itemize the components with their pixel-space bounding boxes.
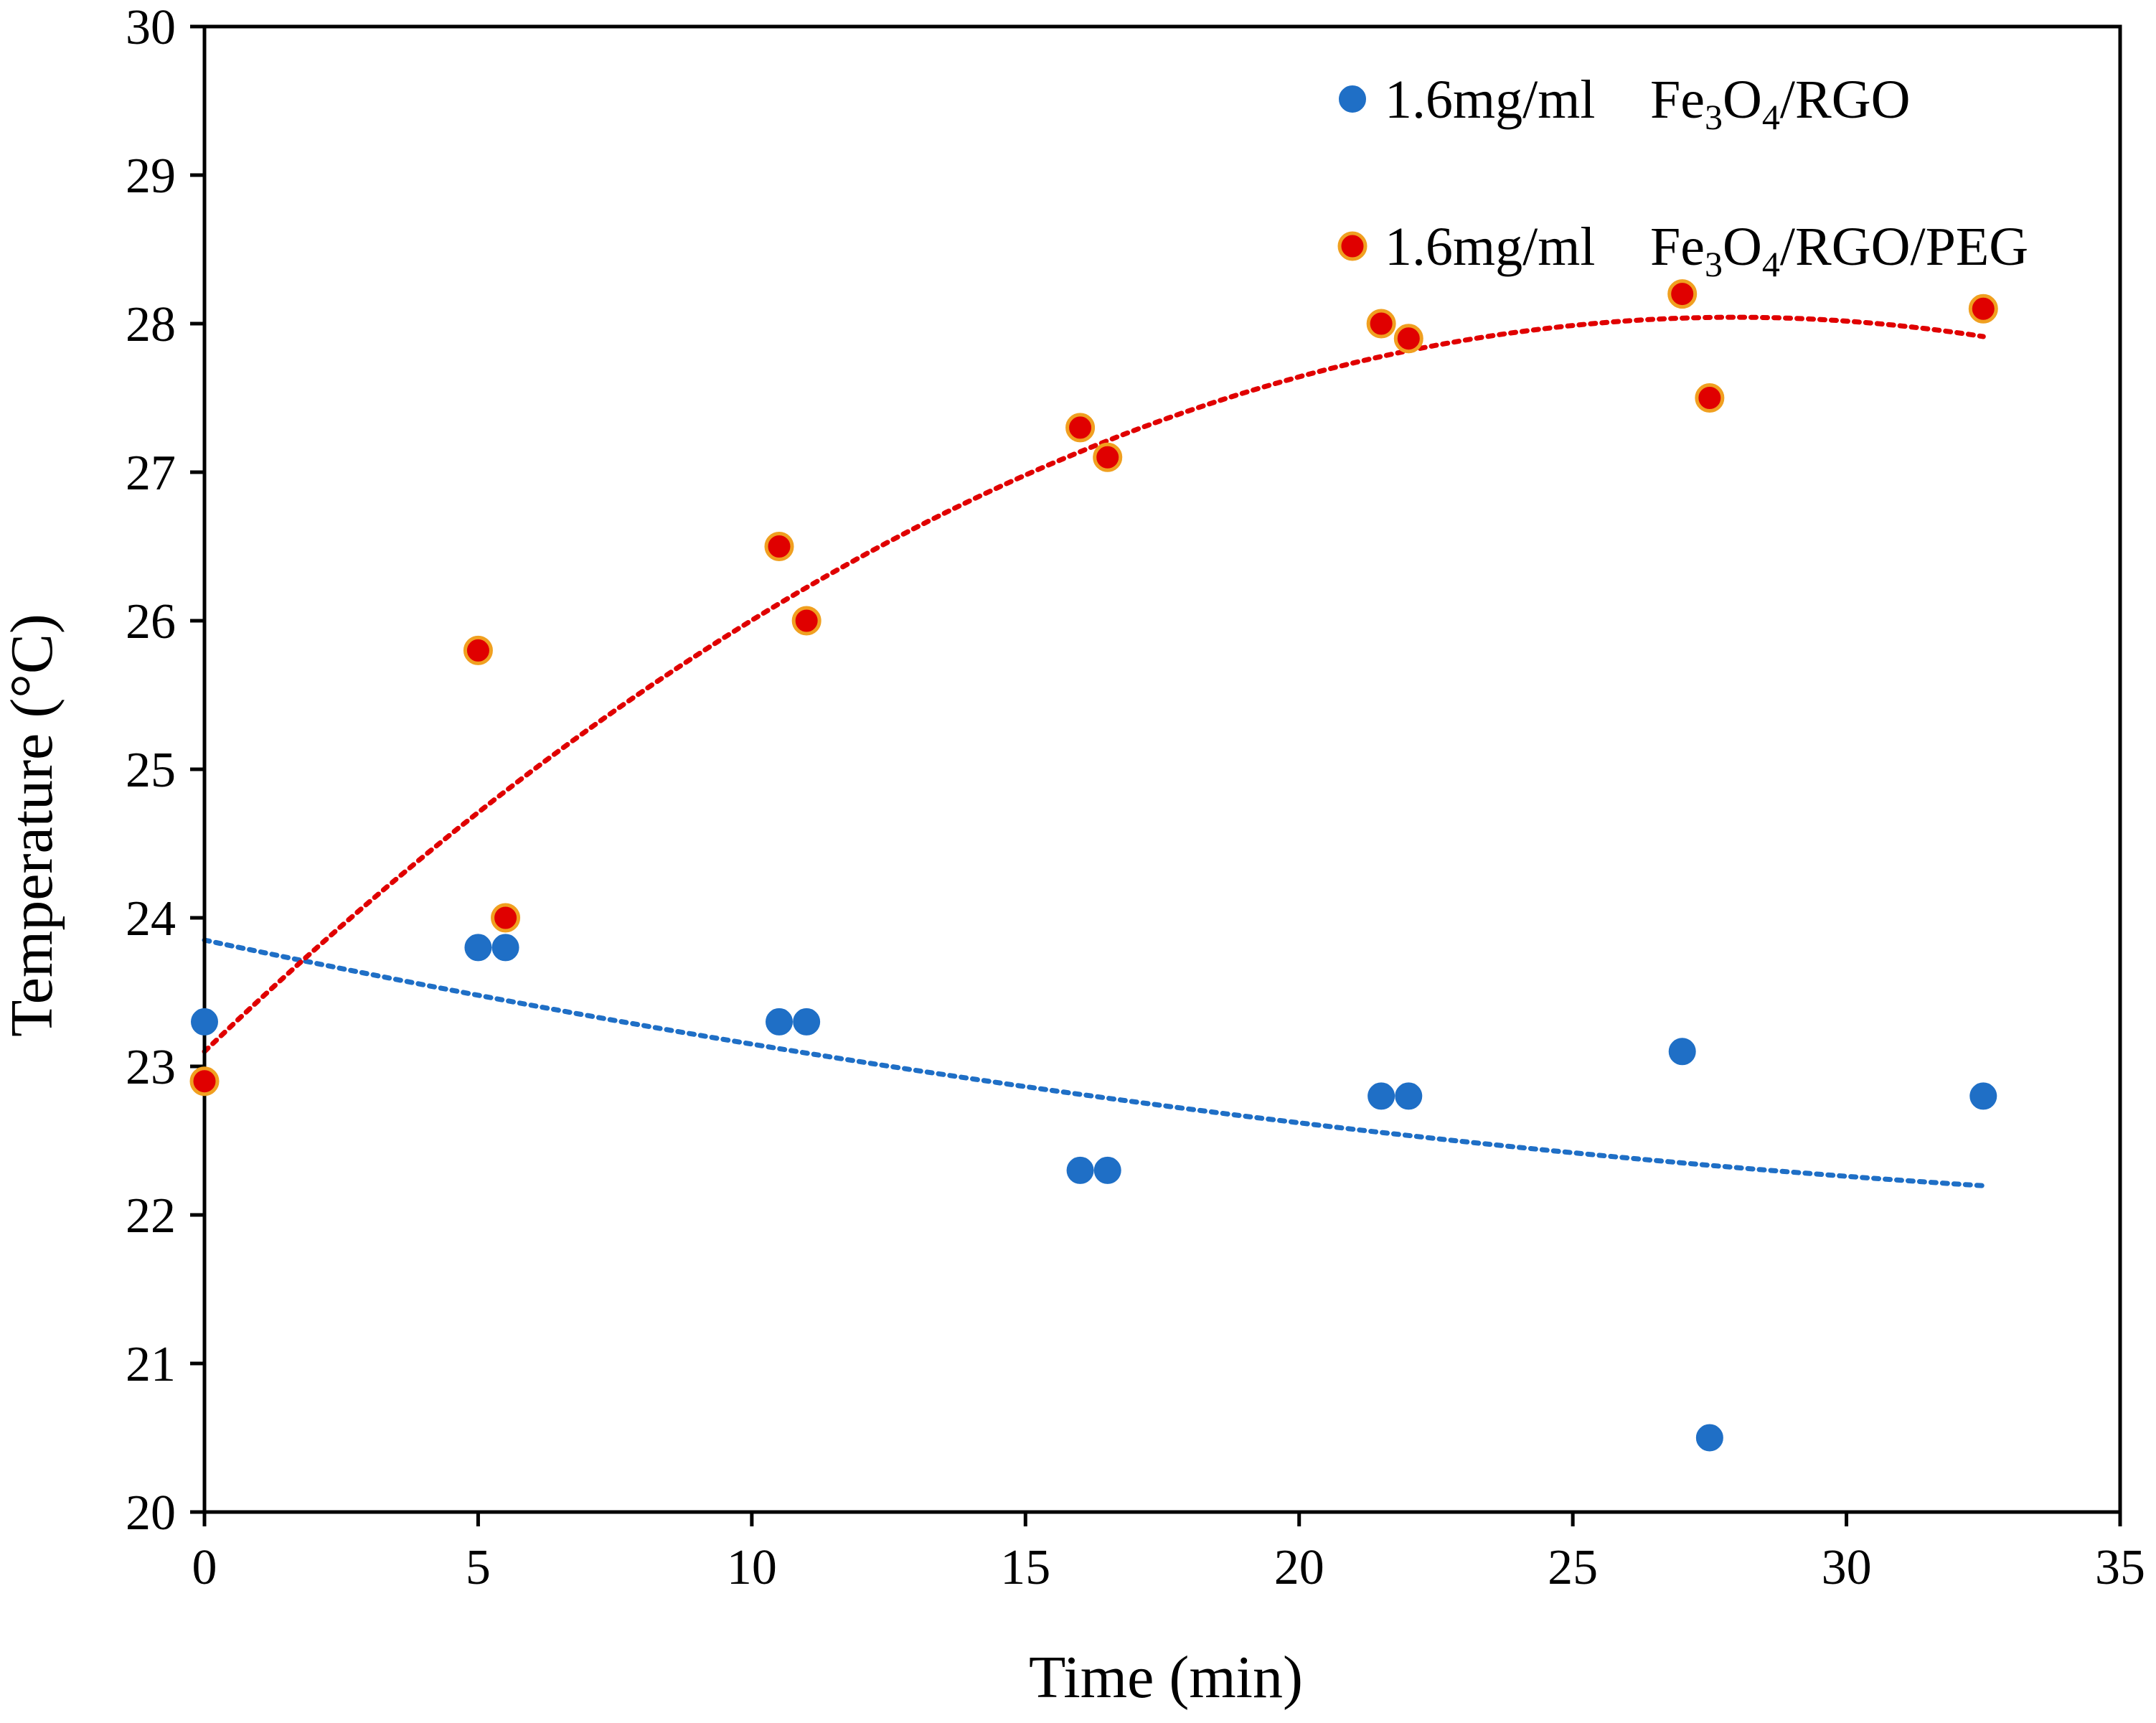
x-axis-title: Time (min) [1029,1644,1303,1711]
legend-label-prefix: 1.6mg/ml [1385,70,1595,130]
data-point-series-1 [464,934,492,962]
y-tick-label: 22 [126,1188,176,1244]
legend-formula-part: O [1723,70,1762,130]
x-tick-label: 0 [192,1540,217,1595]
trendline-series-2 [202,314,1986,1054]
data-point-series-2 [764,532,794,561]
x-tick-label: 5 [466,1540,491,1595]
legend-formula-part: Fe [1650,217,1705,277]
trendline-series-1 [202,937,1986,1188]
y-tick-label: 23 [126,1040,176,1095]
legend-label-formula: Fe3O4/RGO/PEG [1650,217,2028,284]
legend-marker-series-1 [1339,85,1366,113]
legend-formula-part: /RGO [1780,70,1911,130]
y-tick-label: 25 [126,743,176,798]
y-tick-label: 30 [126,0,176,55]
data-point-series-2 [791,606,822,636]
y-tick-label: 27 [126,446,176,501]
data-point-series-2 [1667,279,1698,309]
data-point-series-1 [793,1008,821,1036]
data-point-series-2 [189,1066,220,1097]
data-points [189,279,1998,1452]
y-tick-label: 21 [126,1337,176,1392]
data-point-series-2 [1065,413,1096,443]
data-point-series-1 [491,934,519,962]
x-tick-label: 10 [727,1540,777,1595]
data-point-series-1 [1668,1038,1696,1066]
y-tick-label: 28 [126,297,176,352]
data-point-series-1 [1367,1082,1395,1110]
tick-labels: 0 5 10 15 20 25 30 35 20 21 22 23 24 25 26 27 28 29 30 [126,0,2145,1595]
legend-formula-subscript: 4 [1762,97,1780,137]
trendlines [202,314,1986,1188]
x-tick-label: 25 [1548,1540,1598,1595]
legend-label-prefix: 1.6mg/ml [1385,217,1595,277]
legend-formula-subscript: 3 [1705,244,1723,284]
x-tick-label: 35 [2095,1540,2145,1595]
data-point-series-2 [1366,309,1396,339]
data-point-series-1 [1093,1156,1121,1184]
data-point-series-2 [463,635,493,665]
y-axis-title: Temperature (°C) [0,614,65,1037]
data-point-series-1 [1395,1082,1423,1110]
data-point-series-2 [1695,383,1725,413]
legend-formula-part: /RGO/PEG [1780,217,2028,277]
data-point-series-1 [1969,1082,1997,1110]
data-point-series-2 [491,903,521,933]
x-tick-label: 15 [1000,1540,1050,1595]
x-tick-label: 20 [1274,1540,1324,1595]
legend-formula-subscript: 3 [1705,97,1723,137]
x-tick-label: 30 [1822,1540,1872,1595]
legend-formula-part: Fe [1650,70,1705,130]
y-tick-label: 26 [126,594,176,649]
axes [190,24,2122,1526]
data-point-series-1 [1695,1424,1723,1452]
y-tick-label: 24 [126,891,176,947]
legend-formula-subscript: 4 [1762,244,1780,284]
data-point-series-1 [1066,1156,1094,1184]
data-point-series-2 [1093,442,1123,472]
legend-marker-series-2 [1337,231,1367,261]
data-point-series-1 [191,1008,218,1036]
legend-label-formula: Fe3O4/RGO [1650,70,1910,137]
data-point-series-2 [1393,324,1423,354]
data-point-series-2 [1968,294,1998,324]
legend-formula-part: O [1723,217,1762,277]
y-tick-label: 20 [126,1485,176,1541]
y-tick-label: 29 [126,149,176,204]
data-point-series-1 [766,1008,793,1036]
